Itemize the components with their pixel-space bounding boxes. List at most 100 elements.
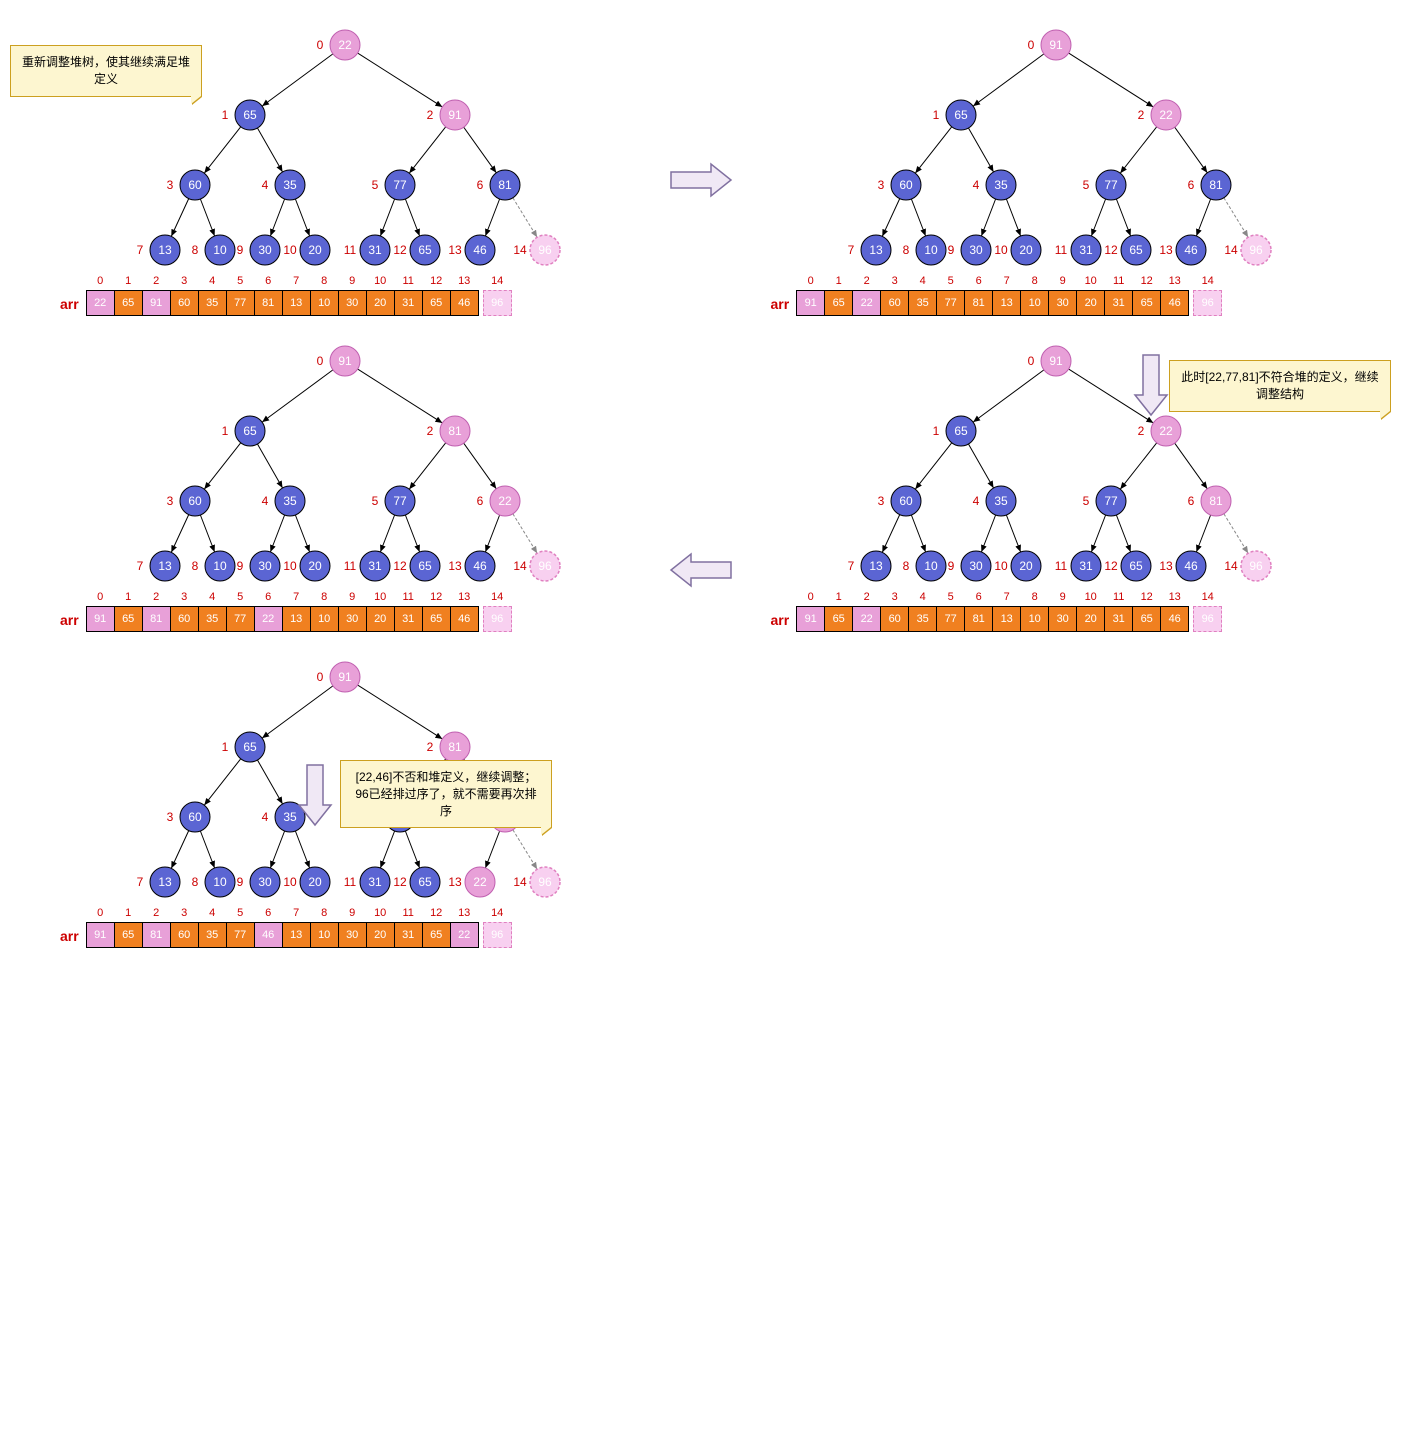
svg-text:5: 5 bbox=[1082, 494, 1089, 508]
svg-text:5: 5 bbox=[1082, 178, 1089, 192]
svg-text:12: 12 bbox=[1104, 559, 1118, 573]
svg-text:91: 91 bbox=[339, 670, 353, 684]
array-cell: 6512 bbox=[422, 606, 451, 632]
svg-text:20: 20 bbox=[309, 559, 323, 573]
svg-text:31: 31 bbox=[369, 243, 383, 257]
array-cell: 2010 bbox=[366, 922, 395, 948]
svg-text:65: 65 bbox=[1129, 243, 1143, 257]
svg-text:46: 46 bbox=[474, 559, 488, 573]
svg-text:30: 30 bbox=[259, 243, 273, 257]
svg-text:13: 13 bbox=[869, 559, 883, 573]
array-cell: 466 bbox=[254, 922, 283, 948]
array-label: arr bbox=[60, 928, 79, 948]
svg-text:77: 77 bbox=[394, 494, 408, 508]
array-cell: 354 bbox=[198, 606, 227, 632]
svg-text:9: 9 bbox=[947, 243, 954, 257]
svg-text:9: 9 bbox=[237, 243, 244, 257]
svg-text:60: 60 bbox=[899, 178, 913, 192]
array-label: arr bbox=[60, 612, 79, 632]
array-row: arr2206519126033547758161371083092010311… bbox=[20, 290, 671, 316]
svg-text:12: 12 bbox=[394, 875, 408, 889]
array-cell: 309 bbox=[338, 606, 367, 632]
array-cell: 137 bbox=[282, 922, 311, 948]
array-cell: 651 bbox=[114, 290, 143, 316]
svg-text:8: 8 bbox=[192, 243, 199, 257]
array-cell: 108 bbox=[1020, 290, 1049, 316]
svg-text:20: 20 bbox=[309, 243, 323, 257]
array-row: arr9106512226033547758161371083092010311… bbox=[731, 606, 1382, 632]
svg-text:46: 46 bbox=[1184, 559, 1198, 573]
svg-text:10: 10 bbox=[284, 243, 298, 257]
svg-text:81: 81 bbox=[499, 178, 513, 192]
array-cell: 108 bbox=[310, 606, 339, 632]
diagram-panel: 9106512226033547758161371083092010311165… bbox=[731, 20, 1382, 316]
svg-text:77: 77 bbox=[1104, 178, 1118, 192]
array-label: arr bbox=[60, 296, 79, 316]
array-cell: 3111 bbox=[1104, 606, 1133, 632]
diagram-panel: 9106518126033547752261371083092010311165… bbox=[20, 336, 671, 632]
svg-text:31: 31 bbox=[1079, 243, 1093, 257]
svg-text:35: 35 bbox=[284, 178, 298, 192]
svg-text:7: 7 bbox=[847, 559, 854, 573]
array-cell: 220 bbox=[86, 290, 115, 316]
svg-text:7: 7 bbox=[137, 559, 144, 573]
svg-text:10: 10 bbox=[924, 243, 938, 257]
svg-text:30: 30 bbox=[259, 559, 273, 573]
array-label: arr bbox=[771, 296, 790, 316]
svg-text:6: 6 bbox=[477, 494, 484, 508]
array-cell: 910 bbox=[86, 922, 115, 948]
svg-text:65: 65 bbox=[244, 740, 258, 754]
array-cell: 775 bbox=[226, 290, 255, 316]
svg-text:30: 30 bbox=[969, 559, 983, 573]
array-cell: 910 bbox=[86, 606, 115, 632]
svg-text:11: 11 bbox=[1055, 243, 1068, 257]
svg-text:22: 22 bbox=[339, 38, 353, 52]
flow-arrow-down bbox=[295, 760, 335, 830]
array-cell: 816 bbox=[964, 290, 993, 316]
array-cell: 6512 bbox=[1132, 606, 1161, 632]
svg-text:7: 7 bbox=[137, 243, 144, 257]
array-cell: 309 bbox=[1048, 290, 1077, 316]
svg-text:1: 1 bbox=[932, 108, 939, 122]
svg-text:46: 46 bbox=[474, 243, 488, 257]
svg-text:22: 22 bbox=[1159, 108, 1173, 122]
svg-text:22: 22 bbox=[474, 875, 488, 889]
flow-arrow-left bbox=[666, 550, 736, 590]
array-cell: 354 bbox=[908, 606, 937, 632]
svg-text:4: 4 bbox=[262, 494, 269, 508]
array-cell: 4613 bbox=[1160, 606, 1189, 632]
svg-text:3: 3 bbox=[167, 494, 174, 508]
array-cell: 775 bbox=[936, 606, 965, 632]
svg-text:2: 2 bbox=[427, 424, 434, 438]
array-cell: 2213 bbox=[450, 922, 479, 948]
svg-text:7: 7 bbox=[847, 243, 854, 257]
svg-text:13: 13 bbox=[869, 243, 883, 257]
svg-text:13: 13 bbox=[1159, 559, 1173, 573]
svg-text:30: 30 bbox=[969, 243, 983, 257]
array-cell: 137 bbox=[992, 290, 1021, 316]
array-cell: 775 bbox=[936, 290, 965, 316]
svg-text:65: 65 bbox=[1129, 559, 1143, 573]
svg-text:81: 81 bbox=[449, 424, 463, 438]
svg-text:65: 65 bbox=[419, 875, 433, 889]
svg-text:46: 46 bbox=[1184, 243, 1198, 257]
array-cell: 309 bbox=[338, 290, 367, 316]
svg-text:0: 0 bbox=[317, 354, 324, 368]
svg-text:5: 5 bbox=[372, 494, 379, 508]
array-cell: 354 bbox=[908, 290, 937, 316]
svg-text:35: 35 bbox=[994, 178, 1008, 192]
svg-text:13: 13 bbox=[449, 875, 463, 889]
svg-text:8: 8 bbox=[192, 875, 199, 889]
array-cell: 651 bbox=[824, 606, 853, 632]
svg-text:9: 9 bbox=[947, 559, 954, 573]
array-cell: 812 bbox=[142, 606, 171, 632]
svg-text:0: 0 bbox=[317, 38, 324, 52]
array-cell: 816 bbox=[964, 606, 993, 632]
array-cell: 603 bbox=[170, 922, 199, 948]
array-row: arr9106518126033547752261371083092010311… bbox=[20, 606, 671, 632]
svg-text:5: 5 bbox=[372, 178, 379, 192]
svg-text:96: 96 bbox=[1249, 243, 1263, 257]
array-cell: 137 bbox=[282, 606, 311, 632]
svg-text:96: 96 bbox=[1249, 559, 1263, 573]
sticky-note: [22,46]不否和堆定义，继续调整；96已经排过序了，就不需要再次排序 bbox=[340, 760, 552, 828]
